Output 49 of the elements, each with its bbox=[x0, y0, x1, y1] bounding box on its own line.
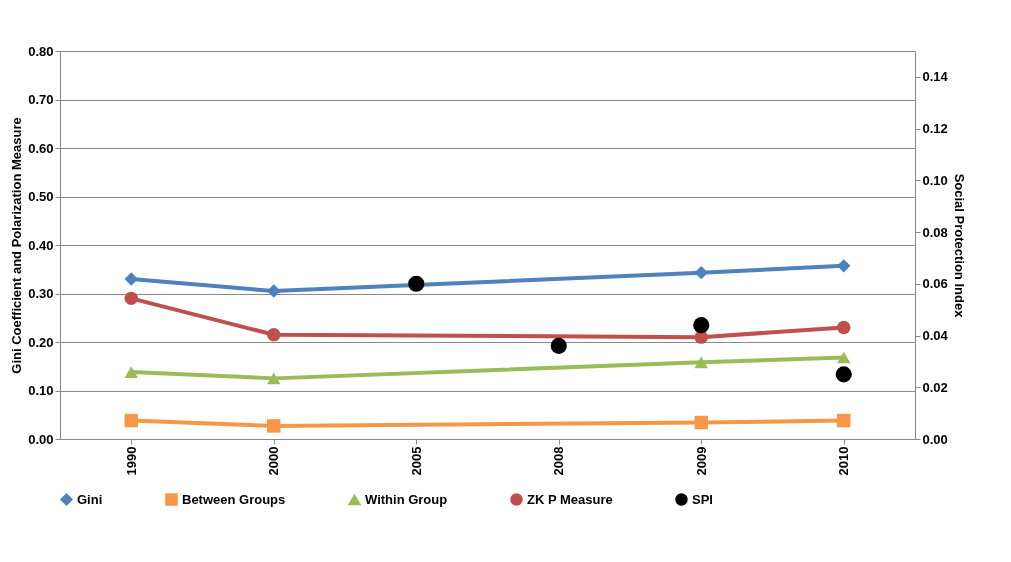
y-axis-title: Gini Coefficient and Polarization Measure bbox=[9, 117, 25, 374]
x-tick-label: 2005 bbox=[408, 446, 424, 476]
y2-tick-label: 0.02 bbox=[922, 379, 948, 395]
point bbox=[267, 419, 281, 433]
y-tick-label: 0.10 bbox=[28, 383, 54, 398]
point bbox=[124, 272, 138, 286]
point bbox=[694, 265, 708, 280]
point bbox=[694, 356, 708, 369]
y-tick-label: 0.80 bbox=[28, 43, 54, 59]
y-tick-label: 0.20 bbox=[28, 334, 54, 350]
point bbox=[124, 413, 138, 428]
x-tick-label: 2008 bbox=[551, 446, 567, 476]
point bbox=[267, 372, 281, 385]
y-tick-label: 0.60 bbox=[28, 140, 54, 156]
point bbox=[267, 284, 281, 298]
y2-tick-label: 0.06 bbox=[922, 276, 948, 292]
y2-tick-label: 0.14 bbox=[922, 69, 949, 85]
y2-tick-label: 0.04 bbox=[922, 328, 949, 344]
legend-label: ZK P Measure bbox=[527, 491, 613, 507]
y-tick-label: 0.40 bbox=[28, 237, 54, 253]
x-tick-label: 1990 bbox=[123, 446, 139, 476]
point bbox=[124, 366, 138, 378]
y-tick-label: 0.50 bbox=[28, 189, 54, 204]
point bbox=[124, 291, 138, 306]
point bbox=[550, 337, 567, 354]
legend-label: Gini bbox=[77, 491, 103, 507]
point bbox=[267, 328, 281, 342]
y-tick-label: 0.00 bbox=[28, 431, 54, 447]
y-tick-label: 0.70 bbox=[28, 92, 54, 107]
legend-label: Between Groups bbox=[182, 491, 286, 507]
y2-axis-title: Social Protection Index bbox=[951, 173, 967, 319]
legend-label: SPI bbox=[692, 491, 713, 507]
y2-tick-label: 0.00 bbox=[922, 431, 948, 447]
point bbox=[408, 275, 425, 292]
point bbox=[837, 259, 851, 273]
y2-tick-label: 0.12 bbox=[922, 121, 948, 137]
point bbox=[837, 351, 851, 364]
y2-tick-label: 0.10 bbox=[922, 172, 948, 188]
point bbox=[837, 320, 851, 335]
point bbox=[837, 413, 851, 428]
y2-tick-label: 0.08 bbox=[922, 224, 948, 240]
point bbox=[835, 366, 852, 383]
point bbox=[694, 415, 708, 430]
x-tick-label: 2000 bbox=[266, 446, 282, 476]
x-tick-label: 2010 bbox=[836, 446, 852, 476]
legend-label: Within Group bbox=[365, 491, 448, 507]
x-tick-label: 2009 bbox=[693, 446, 709, 476]
point bbox=[693, 317, 710, 334]
y-tick-label: 0.30 bbox=[28, 286, 54, 301]
